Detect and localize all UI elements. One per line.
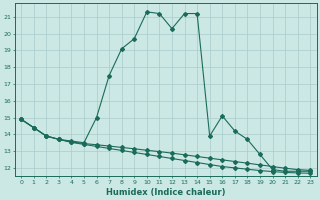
- X-axis label: Humidex (Indice chaleur): Humidex (Indice chaleur): [106, 188, 225, 197]
